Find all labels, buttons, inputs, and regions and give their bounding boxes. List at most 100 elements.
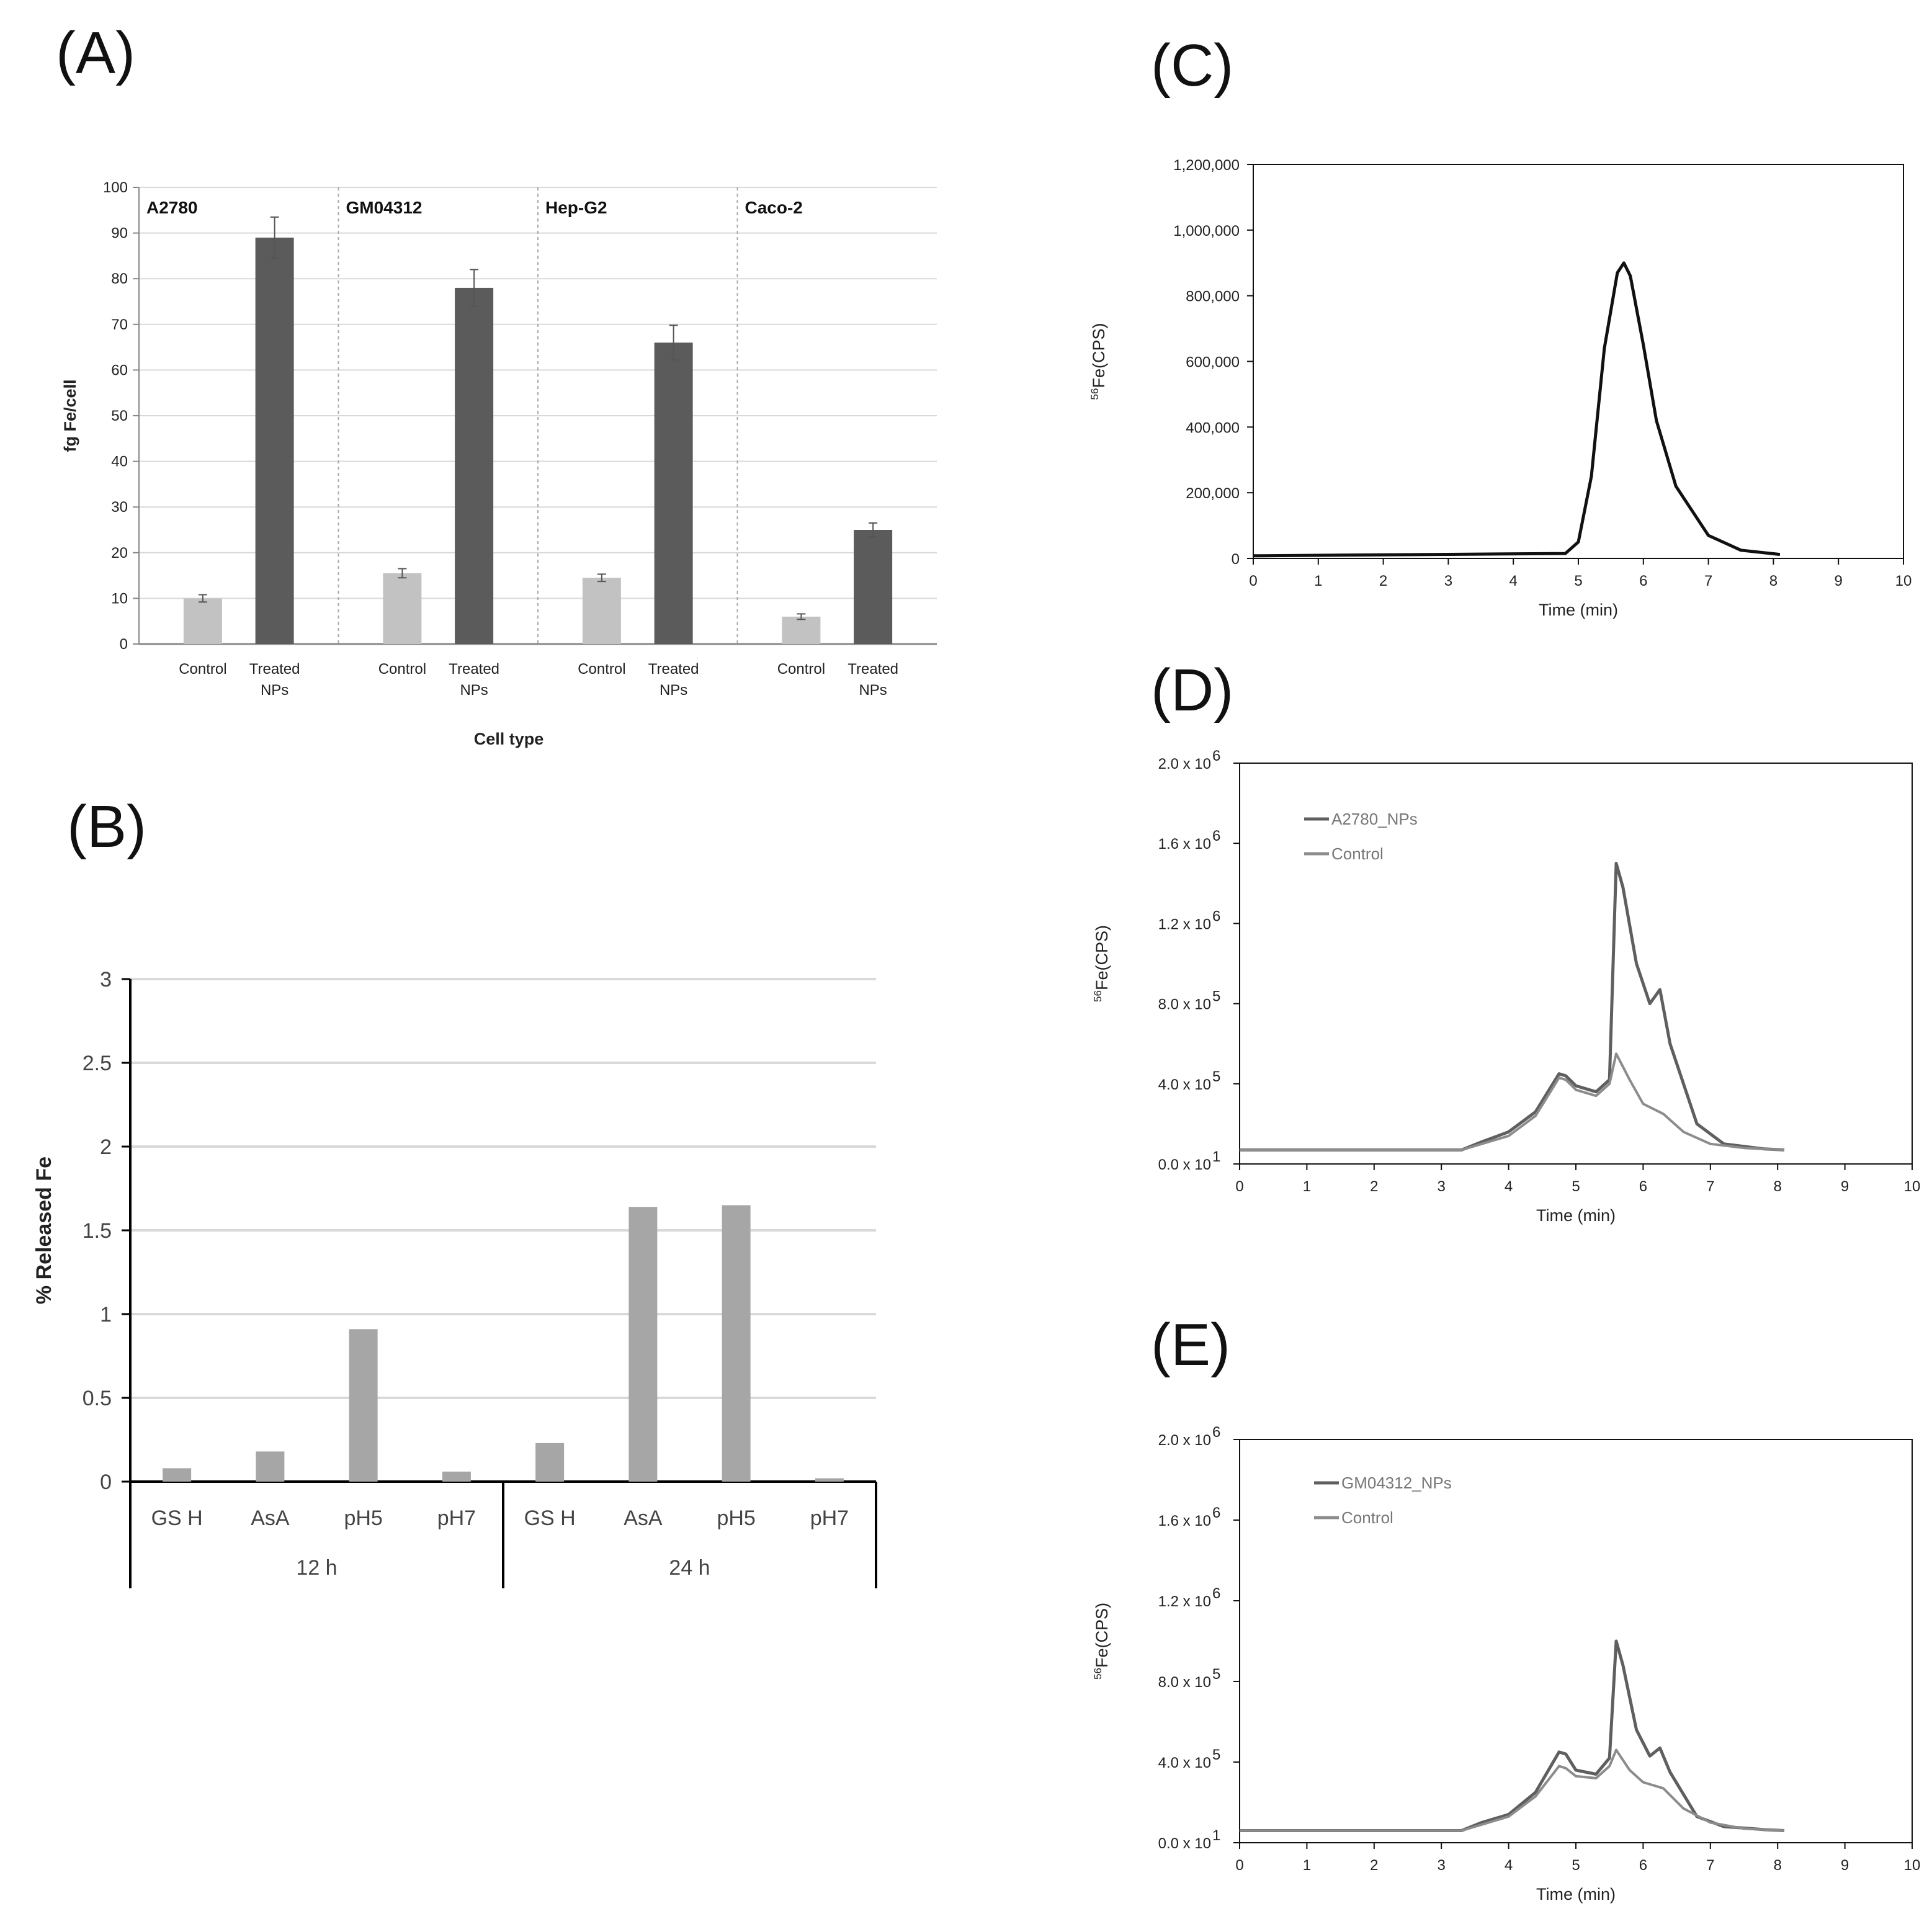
x-tick-label: Treated NPs [847, 661, 898, 699]
y-tick-label: 30 [111, 499, 128, 516]
group-label: A2780 [146, 198, 198, 217]
x-axis-title: Cell type [474, 730, 544, 748]
x-tick-label: pH5 [344, 1506, 382, 1530]
x-tick-label: 6 [1639, 1857, 1647, 1874]
series-line [1240, 1639, 1785, 1832]
y-tick-exponent: 6 [1212, 1424, 1220, 1441]
x-tick-label: 7 [1704, 573, 1712, 589]
x-tick-label: 4 [1505, 1857, 1513, 1874]
y-tick-label: 4.0 x 10 [1158, 1755, 1211, 1771]
panel-label-d: (D) [1151, 657, 1233, 723]
x-tick-label: 2 [1370, 1178, 1378, 1195]
bar [349, 1329, 378, 1482]
x-tick-label: 8 [1774, 1178, 1782, 1195]
chart-e: 0 1 2 3 4 5 6 7 8 9 100.0 x 10 14.0 x 10 58.0 x 10 51… [1092, 1424, 1920, 1904]
x-tick-label: 8 [1774, 1857, 1782, 1874]
x-axis-title: Time (min) [1536, 1206, 1616, 1225]
y-tick-exponent: 6 [1212, 828, 1220, 844]
bar-treated [255, 237, 294, 645]
x-tick-label: 10 [1904, 1857, 1921, 1874]
x-tick-label: 3 [1438, 1857, 1446, 1874]
chart-a: 0 10 20 30 40 50 60 70 80 90 100 A2780 Control Treate… [61, 179, 937, 748]
bar [256, 1451, 285, 1482]
y-axis-title: 56Fe(CPS) [1092, 925, 1111, 1002]
y-tick-label: 80 [111, 271, 128, 287]
y-axis-title: % Released Fe [32, 1157, 56, 1304]
x-tick-label: Treated NPs [249, 661, 300, 699]
group-label: 12 h [296, 1556, 337, 1580]
y-tick-label: 0.0 x 10 [1158, 1835, 1211, 1852]
bar [722, 1205, 751, 1482]
bar-treated [854, 530, 893, 644]
x-axis-title: Time (min) [1539, 601, 1618, 619]
y-tick-exponent: 5 [1212, 1068, 1220, 1085]
y-tick-label: 1.6 x 10 [1158, 1513, 1211, 1529]
x-tick-label: 9 [1841, 1857, 1849, 1874]
x-tick-label: 9 [1841, 1178, 1849, 1195]
y-tick-exponent: 5 [1212, 1747, 1220, 1763]
y-tick-label: 90 [111, 225, 128, 242]
y-tick-exponent: 5 [1212, 988, 1220, 1005]
x-tick-label: Control [378, 661, 426, 678]
y-tick-label: 1,200,000 [1173, 157, 1240, 174]
x-tick-label: 5 [1572, 1857, 1580, 1874]
legend-label: GM04312_NPs [1341, 1474, 1452, 1492]
y-tick-label: 600,000 [1186, 354, 1240, 371]
series-line [1240, 862, 1785, 1152]
bar-treated [654, 342, 693, 644]
x-tick-label: Treated NPs [449, 661, 499, 699]
bar-control [782, 616, 821, 644]
panel-label-e: (E) [1151, 1312, 1230, 1378]
x-tick-label: 0 [1235, 1178, 1243, 1195]
y-tick-label: 3 [100, 968, 112, 991]
x-tick-label: 5 [1574, 573, 1582, 589]
y-tick-label: 2.0 x 10 [1158, 1432, 1211, 1449]
y-tick-label: 1,000,000 [1173, 223, 1240, 239]
x-tick-label: pH7 [437, 1506, 476, 1530]
x-axis-title: Time (min) [1536, 1885, 1616, 1904]
legend-label: Control [1331, 844, 1384, 863]
group-label: Caco-2 [745, 198, 803, 217]
x-tick-label: GS H [524, 1506, 576, 1530]
y-tick-label: 10 [111, 590, 128, 607]
y-tick-label: 400,000 [1186, 419, 1240, 436]
y-tick-exponent: 6 [1212, 1585, 1220, 1602]
plot-frame [1253, 164, 1904, 559]
y-tick-label: 0 [100, 1470, 112, 1494]
y-tick-label: 1 [100, 1303, 112, 1327]
x-tick-label: Treated NPs [648, 661, 699, 699]
x-tick-label: 4 [1509, 573, 1518, 589]
y-tick-label: 200,000 [1186, 485, 1240, 502]
y-tick-label: 1.6 x 10 [1158, 836, 1211, 852]
x-tick-label: AsA [624, 1506, 663, 1530]
bar-treated [455, 287, 494, 644]
y-tick-label: 0 [120, 636, 128, 653]
y-tick-label: 70 [111, 316, 128, 333]
bar-control [582, 578, 621, 644]
x-tick-label: AsA [251, 1506, 290, 1530]
y-tick-exponent: 1 [1212, 1827, 1220, 1844]
group-label: Hep-G2 [545, 198, 607, 217]
y-tick-label: 2 [100, 1135, 112, 1159]
x-tick-label: 9 [1835, 573, 1843, 589]
x-tick-label: Control [179, 661, 226, 678]
y-axis-title: 56Fe(CPS) [1089, 323, 1108, 400]
x-tick-label: 5 [1572, 1178, 1580, 1195]
group-label: GM04312 [346, 198, 423, 217]
bar [163, 1468, 192, 1482]
x-tick-label: 10 [1895, 573, 1912, 589]
bar [815, 1478, 844, 1482]
y-tick-exponent: 6 [1212, 748, 1220, 764]
x-tick-label: 0 [1249, 573, 1257, 589]
y-tick-label: 8.0 x 10 [1158, 1674, 1211, 1691]
y-axis-title: 56Fe(CPS) [1092, 1603, 1111, 1680]
y-tick-label: 800,000 [1186, 289, 1240, 305]
y-tick-label: 0 [1232, 551, 1240, 568]
y-tick-exponent: 5 [1212, 1666, 1220, 1683]
chart-d: 0 1 2 3 4 5 6 7 8 9 100.0 x 10 14.0 x 10 58.0 x 10 51… [1092, 748, 1920, 1225]
group-label: 24 h [669, 1556, 710, 1580]
y-tick-label: 20 [111, 545, 128, 562]
y-tick-label: 40 [111, 454, 128, 470]
bar-control [383, 573, 422, 644]
x-tick-label: 6 [1639, 573, 1647, 589]
